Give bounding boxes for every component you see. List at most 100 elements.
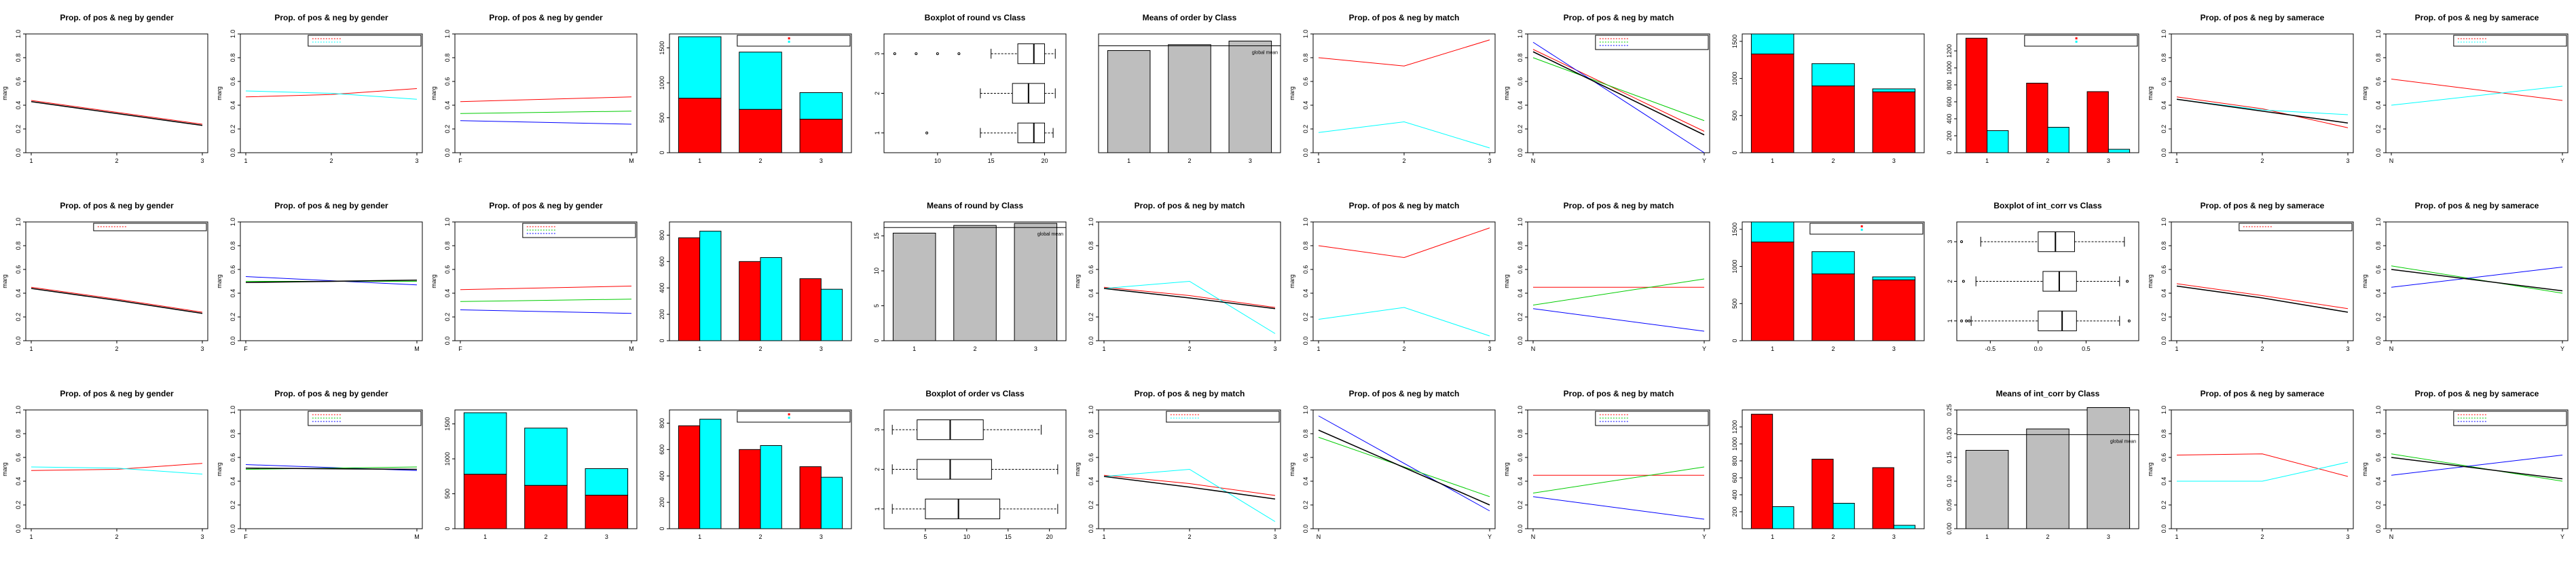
chart-panel: 0 200 400 600 800 1000 1200 1 2 3 [1931, 0, 2146, 188]
y-tick-label: 0.8 [15, 430, 22, 438]
y-tick-label: 800 [659, 230, 665, 240]
chart-panel: Prop. of pos & neg by gender 0.0 0.2 0.4 0.6… [215, 376, 429, 564]
y-axis-label: marg [2361, 86, 2368, 100]
y-axis-label: marg [430, 274, 437, 288]
legend-swatch [788, 41, 790, 43]
x-tick-label: 2 [2260, 345, 2264, 352]
y-tick-label: 0.8 [444, 54, 451, 62]
x-tick-label: 1 [2175, 157, 2178, 164]
y-tick-label: 0.4 [1088, 477, 1094, 486]
y-tick-label: 0.2 [444, 313, 451, 322]
y-tick-label: 1000 [1731, 72, 1738, 86]
chart-title: Prop. of pos & neg by samerace [2201, 389, 2325, 398]
x-tick-label: 1 [913, 345, 916, 352]
x-tick-label: 3 [200, 157, 204, 164]
chart-svg: Boxplot of int_corr vs Class -0.5 0.0 0.5 1 2… [1947, 201, 2139, 352]
chart-panel: Prop. of pos & neg by samerace 0.0 0.2 0.4 0… [2360, 188, 2575, 376]
x-tick-label: 2 [1831, 345, 1835, 352]
box-body [1017, 43, 1045, 64]
bar-segment [1750, 242, 1795, 341]
y-tick-label: 0.6 [444, 265, 451, 274]
chart-svg: Means of round by Class 0 5 10 15 1 2 3 global m… [873, 201, 1067, 352]
y-tick-label: 0.4 [2375, 101, 2382, 110]
y-tick-label: 0.4 [2375, 289, 2382, 298]
legend-box [2024, 35, 2138, 47]
y-tick-label: 0.0 [444, 337, 451, 345]
series-line [2176, 98, 2349, 115]
y-tick-label: 0.2 [1302, 313, 1309, 322]
y-tick-label: 0.2 [1517, 501, 1524, 510]
y-tick-label: 200 [1946, 130, 1953, 140]
y-axis-label: marg [430, 86, 437, 100]
chart-svg: 0 500 1000 1500 1 2 3 [444, 409, 638, 540]
y-tick-label: 0 [659, 151, 665, 154]
chart-title: Boxplot of order vs Class [925, 389, 1025, 398]
legend-box [308, 411, 422, 426]
bar [739, 449, 761, 529]
x-tick-label: 1 [244, 157, 247, 164]
y-tick-label: 1.0 [15, 30, 22, 39]
y-tick-label: 0.4 [1302, 477, 1309, 486]
global-mean-label: global mean [2110, 439, 2136, 444]
y-tick-label: 0 [1946, 151, 1953, 154]
y-axis-label: marg [1074, 274, 1081, 288]
x-tick-label: 3 [2107, 533, 2110, 540]
series-line [245, 88, 418, 98]
chart-title: Means of int_corr by Class [1996, 389, 2100, 398]
y-tick-label: 0.8 [2160, 242, 2167, 250]
chart-title: Prop. of pos & neg by gender [274, 13, 388, 22]
chart-title: Prop. of pos & neg by gender [60, 201, 174, 210]
y-tick-label: 1.0 [1302, 406, 1309, 415]
series-line [1318, 415, 1490, 512]
y-tick-label: 0.6 [229, 265, 236, 274]
x-tick-label: N [2389, 533, 2394, 540]
chart-panel: Prop. of pos & neg by gender 0.0 0.2 0.4 0.6… [0, 376, 215, 564]
chart-panel: 0 200 400 600 800 1 2 3 [644, 376, 858, 564]
y-tick-label: 1.0 [2375, 218, 2382, 227]
y-tick-label: 0 [659, 527, 665, 530]
chart-panel: Prop. of pos & neg by samerace 0.0 0.2 0.4 0… [2360, 0, 2575, 188]
bar-segment [585, 495, 629, 529]
bar [1965, 37, 1988, 153]
y-tick-label: 0.4 [1517, 101, 1524, 110]
y-tick-label: 0.25 [1946, 404, 1953, 416]
series-line [2176, 453, 2349, 477]
legend-box [1166, 411, 1280, 423]
legend-box [308, 35, 422, 47]
plot-frame [1527, 33, 1710, 153]
y-tick-label: 0 [873, 339, 880, 342]
bar [1168, 44, 1211, 153]
y-tick-label: 0.4 [2160, 289, 2167, 298]
series-line [460, 309, 632, 314]
bar-segment [678, 98, 722, 153]
x-tick-label: 3 [1273, 345, 1276, 352]
series-line [1103, 474, 1276, 496]
bar [1811, 459, 1834, 529]
y-tick-label: 3 [1947, 240, 1953, 244]
y-tick-label: 0.0 [2160, 149, 2167, 157]
legend-swatch [788, 417, 790, 419]
x-tick-label: 2 [2260, 157, 2264, 164]
chart-title: Prop. of pos & neg by match [1349, 201, 1460, 210]
chart-panel: Prop. of pos & neg by gender 0.0 0.2 0.4 0.6… [429, 0, 644, 188]
chart-panel: Prop. of pos & neg by match 0.0 0.2 0.4 0.6 0… [1287, 0, 1502, 188]
chart-title: Prop. of pos & neg by match [1564, 389, 1674, 398]
chart-title: Prop. of pos & neg by samerace [2415, 389, 2539, 398]
x-tick-label: 20 [1046, 533, 1053, 540]
y-axis-label: marg [216, 274, 223, 288]
y-tick-label: 0.0 [1517, 525, 1524, 533]
x-tick-label: Y [1488, 533, 1492, 540]
bar [739, 261, 761, 341]
legend-swatch [788, 413, 790, 415]
chart-title: Boxplot of int_corr vs Class [1993, 201, 2102, 210]
y-tick-label: 1500 [659, 41, 665, 55]
x-tick-label: 1 [1102, 345, 1105, 352]
y-tick-label: 0.6 [1517, 265, 1524, 274]
chart-svg: Prop. of pos & neg by samerace 0.0 0.2 0.4 0… [2361, 389, 2569, 540]
chart-svg: Means of int_corr by Class 0.00 0.05 0.10 0.… [1946, 389, 2139, 540]
y-tick-label: 0.4 [229, 477, 236, 486]
x-tick-label: Y [2560, 345, 2564, 352]
x-tick-label: 1 [698, 157, 701, 164]
y-tick-label: 0.6 [444, 77, 451, 86]
y-tick-label: 0.0 [2375, 525, 2382, 533]
